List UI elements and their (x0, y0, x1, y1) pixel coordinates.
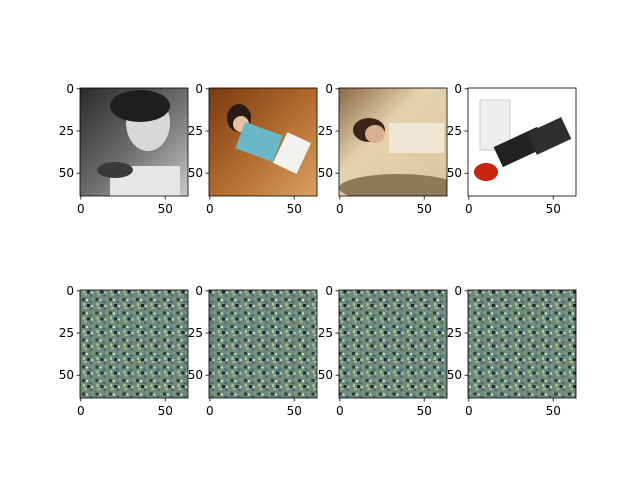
axes-frame (338, 289, 448, 399)
panel-image (80, 290, 188, 398)
x-tick-label: 50 (417, 202, 432, 216)
axes-frame (79, 87, 189, 197)
panel-image (80, 88, 188, 196)
x-tick-label: 50 (287, 202, 302, 216)
x-tick-label: 50 (158, 202, 173, 216)
subplot-6: 0 50 0 25 50 (188, 284, 318, 418)
subplot-4: 0 50 0 25 50 (447, 82, 577, 216)
x-tick-label: 0 (465, 202, 473, 216)
y-tick-label: 0 (454, 284, 462, 298)
y-tick-label: 25 (447, 326, 462, 340)
axes-frame (467, 289, 577, 399)
y-tick-label: 0 (325, 82, 333, 96)
panel-image (209, 88, 317, 196)
y-tick-label: 25 (447, 124, 462, 138)
axes-frame (208, 87, 318, 197)
y-tick-label: 50 (318, 368, 333, 382)
x-tick-label: 50 (287, 404, 302, 418)
y-tick-label: 0 (195, 82, 203, 96)
y-tick-label: 0 (66, 284, 74, 298)
x-tick-label: 0 (206, 404, 214, 418)
axes-frame (467, 87, 577, 197)
y-tick-label: 50 (59, 368, 74, 382)
panel-image (209, 290, 317, 398)
y-tick-label: 25 (59, 124, 74, 138)
x-tick-label: 0 (336, 202, 344, 216)
y-tick-label: 0 (454, 82, 462, 96)
x-tick-label: 50 (158, 404, 173, 418)
y-tick-label: 25 (188, 124, 203, 138)
subplot-1: 0 50 0 25 50 (59, 82, 189, 216)
y-tick-label: 50 (447, 368, 462, 382)
x-tick-label: 50 (546, 404, 561, 418)
axes-frame (79, 289, 189, 399)
subplot-8: 0 50 0 25 50 (447, 284, 577, 418)
y-tick-label: 25 (188, 326, 203, 340)
y-tick-label: 25 (318, 326, 333, 340)
panel-image (468, 290, 576, 398)
x-tick-label: 0 (206, 202, 214, 216)
x-tick-label: 0 (336, 404, 344, 418)
x-tick-label: 0 (465, 404, 473, 418)
x-tick-label: 0 (77, 404, 85, 418)
panel-image (468, 88, 576, 196)
y-tick-label: 50 (447, 166, 462, 180)
y-tick-label: 50 (188, 368, 203, 382)
subplot-3: 0 50 0 25 50 (318, 82, 448, 216)
y-tick-label: 50 (59, 166, 74, 180)
subplot-7: 0 50 0 25 50 (318, 284, 448, 418)
y-tick-label: 0 (195, 284, 203, 298)
x-tick-label: 50 (417, 404, 432, 418)
subplot-2: 0 50 0 25 50 (188, 82, 318, 216)
panel-image (339, 88, 447, 196)
y-tick-label: 50 (318, 166, 333, 180)
y-tick-label: 50 (188, 166, 203, 180)
x-tick-label: 0 (77, 202, 85, 216)
y-tick-label: 25 (59, 326, 74, 340)
panel-image (339, 290, 447, 398)
subplot-5: 0 50 0 25 50 (59, 284, 189, 418)
x-tick-label: 50 (546, 202, 561, 216)
y-tick-label: 25 (318, 124, 333, 138)
y-tick-label: 0 (66, 82, 74, 96)
axes-frame (208, 289, 318, 399)
y-tick-label: 0 (325, 284, 333, 298)
axes-frame (338, 87, 448, 197)
